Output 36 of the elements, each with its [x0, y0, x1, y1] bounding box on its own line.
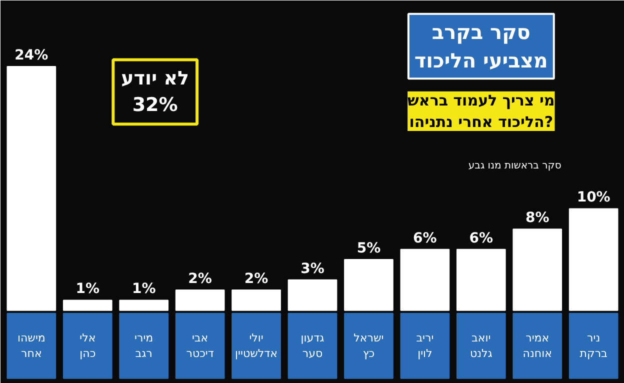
x-tick-label: ניר ברקת	[580, 332, 608, 360]
x-tick-label: גדעון סער	[300, 332, 325, 360]
x-tick-label: יואב גלנט	[470, 332, 493, 360]
x-tick-label: מישהו אחר	[17, 332, 46, 360]
data-label: 24%	[14, 47, 48, 64]
data-label: 10%	[576, 190, 610, 206]
bar	[512, 228, 562, 311]
x-tick-label: יריב לוין	[416, 332, 434, 360]
data-label: 3%	[300, 260, 324, 277]
bar	[175, 290, 225, 311]
annotation: סקר בראשות מנו גבע	[468, 160, 562, 172]
data-label: 2%	[244, 270, 268, 287]
data-label: 8%	[525, 210, 550, 226]
data-label: 5%	[356, 240, 381, 257]
data-label: 1%	[132, 281, 156, 298]
bar	[232, 290, 281, 311]
bar	[400, 248, 450, 311]
data-label: 1%	[76, 281, 100, 298]
bar	[456, 248, 506, 311]
chart-title: סקר בקרב מצביעי הליכוד	[414, 20, 548, 73]
x-tick-label: אמיר אוחנה	[522, 332, 552, 360]
data-label: 6%	[413, 230, 437, 246]
bar	[62, 300, 112, 311]
bar	[119, 300, 169, 311]
data-label: 2%	[188, 270, 212, 287]
x-tick-label: אבי דיכטר	[186, 332, 214, 360]
data-label: 6%	[469, 230, 494, 246]
bar	[568, 208, 618, 311]
x-tick-label: יולי אדלשטיין	[235, 332, 278, 360]
x-tick-label: ישראל כץ	[354, 332, 384, 360]
bar	[344, 259, 394, 311]
text: מי צריך לעמוד בראש הליכוד אחרי נתניהו?	[408, 91, 555, 132]
bar	[288, 279, 338, 311]
bar	[6, 66, 56, 311]
x-tick-label: אלי כהן	[80, 332, 96, 360]
x-tick-label: מירי רגב	[134, 332, 154, 360]
